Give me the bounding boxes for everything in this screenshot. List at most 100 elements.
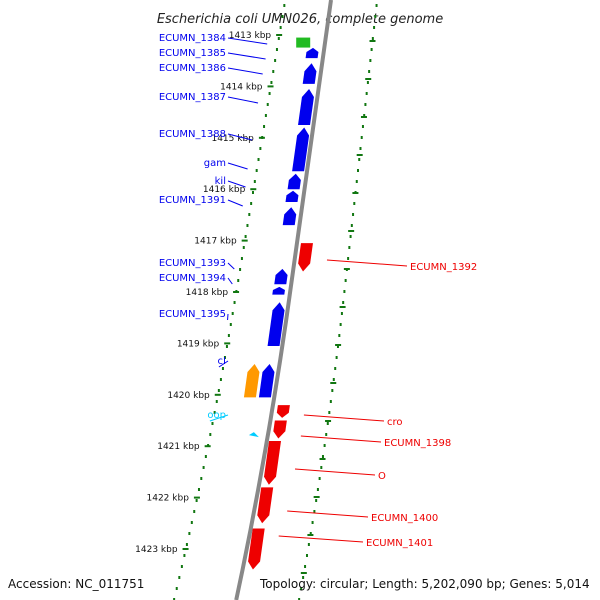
outer-track-dots	[353, 202, 356, 205]
outer-track-dots	[361, 125, 364, 128]
gene-ecumn_1398	[273, 420, 287, 439]
gene-label-ecumn_1401: ECUMN_1401	[366, 538, 433, 549]
outer-track-dots	[323, 444, 326, 447]
outer-track-dots	[355, 180, 358, 183]
outer-tick-mark	[348, 230, 355, 232]
scale-tick-label: 1416 kbp	[203, 185, 246, 195]
inner-track-dots	[223, 356, 226, 359]
gene-label-cro: cro	[387, 417, 403, 428]
outer-track-dots	[350, 224, 353, 227]
scale-tick-mark	[224, 342, 231, 345]
inner-track-dots	[246, 224, 249, 227]
outer-track-dots	[309, 532, 312, 535]
outer-tick-mark	[352, 192, 359, 194]
inner-track-dots	[270, 81, 273, 84]
outer-track-dots	[369, 59, 372, 62]
inner-track-dots	[227, 334, 230, 337]
outer-track-dots	[311, 521, 314, 524]
gene-label-gam: gam	[204, 158, 226, 169]
inner-track-dots	[173, 598, 176, 600]
scale-tick-mark	[241, 239, 248, 242]
label-connector	[278, 535, 364, 543]
inner-track-dots	[190, 521, 193, 524]
inner-track-dots	[275, 48, 278, 51]
outer-tick-mark	[365, 78, 372, 80]
outer-track-dots	[343, 290, 346, 293]
inner-track-dots	[183, 554, 186, 557]
topology-text: Topology: circular; Length: 5,202,090 bp…	[260, 577, 590, 591]
gene-gam	[287, 173, 301, 190]
gene-ecumn_1386	[302, 63, 317, 84]
gene-label-ecumn_1393: ECUMN_1393	[159, 258, 226, 269]
outer-track-dots	[342, 301, 345, 304]
label-connector	[209, 414, 229, 422]
outer-track-dots	[365, 92, 368, 95]
inner-track-dots	[239, 268, 242, 271]
inner-track-dots	[277, 37, 280, 40]
gene-label-ecumn_1394: ECUMN_1394	[159, 273, 226, 284]
gene-o	[264, 441, 282, 485]
label-connector	[227, 162, 248, 170]
inner-track-dots	[229, 323, 232, 326]
outer-track-dots	[370, 48, 373, 51]
outer-tick-mark	[313, 496, 320, 498]
outer-track-dots	[321, 455, 324, 458]
label-connector	[326, 259, 408, 267]
outer-track-dots	[340, 312, 343, 315]
inner-track-dots	[231, 312, 234, 315]
inner-track-dots	[219, 378, 222, 381]
label-connector	[227, 262, 235, 270]
scale-tick-mark	[204, 445, 211, 448]
outer-tick-mark	[319, 458, 326, 460]
outer-track-dots	[313, 510, 316, 513]
gene-ecumn_1387	[298, 88, 314, 125]
label-connector	[227, 199, 243, 207]
outer-track-dots	[360, 136, 363, 139]
inner-track-dots	[281, 15, 284, 18]
gene-label-ecumn_1385: ECUMN_1385	[159, 48, 226, 59]
gene-label-ecumn_1388: ECUMN_1388	[159, 129, 226, 140]
inner-track-dots	[242, 246, 245, 249]
inner-track-dots	[248, 213, 251, 216]
inner-track-dots	[211, 422, 214, 425]
outer-track-dots	[358, 158, 361, 161]
gene-ecumn_1384	[296, 37, 311, 48]
inner-track-dots	[200, 477, 203, 480]
gene-label-ecumn_1395: ECUMN_1395	[159, 309, 226, 320]
outer-tick-mark	[330, 382, 337, 384]
scale-tick-label: 1421 kbp	[157, 442, 200, 452]
gene-labels: ECUMN_1384 ECUMN_1385 ECUMN_1386 ECUMN_1387…	[159, 33, 477, 549]
gene-label-ecumn_1384: ECUMN_1384	[159, 33, 226, 44]
gene-ecumn_1395	[267, 302, 285, 346]
label-connector	[227, 180, 246, 188]
inner-track-dots	[237, 279, 240, 282]
outer-tick-mark	[307, 534, 314, 536]
inner-track-dots	[185, 543, 188, 546]
label-connector	[227, 52, 266, 60]
gene-label-oop: oop	[207, 410, 226, 421]
inner-track-dots	[195, 499, 198, 502]
inner-track-dots	[240, 257, 243, 260]
outer-track-dots	[298, 598, 301, 600]
scale-tick-label: 1415 kbp	[211, 134, 254, 144]
gene-label-ci: cI	[218, 356, 226, 367]
inner-track-dots	[283, 4, 286, 7]
gene-label-ecumn_1391: ECUMN_1391	[159, 195, 226, 206]
outer-track-dots	[373, 26, 376, 29]
label-connector	[227, 37, 268, 45]
outer-tick-mark	[360, 116, 367, 118]
gene-cro	[276, 405, 290, 418]
outer-track-dots	[326, 422, 329, 425]
outer-track-dots	[335, 356, 338, 359]
inner-track-dots	[244, 235, 247, 238]
inner-track-dots	[250, 202, 253, 205]
scale-tick-label: 1413 kbp	[229, 31, 272, 41]
gene-ecumn_1401	[248, 528, 265, 570]
label-connector	[294, 468, 376, 476]
inner-track-dots	[213, 411, 216, 414]
outer-track-dots	[316, 488, 319, 491]
gene-ecumn_1392	[298, 243, 313, 272]
inner-track-dots	[209, 433, 212, 436]
inner-track-dots	[202, 466, 205, 469]
